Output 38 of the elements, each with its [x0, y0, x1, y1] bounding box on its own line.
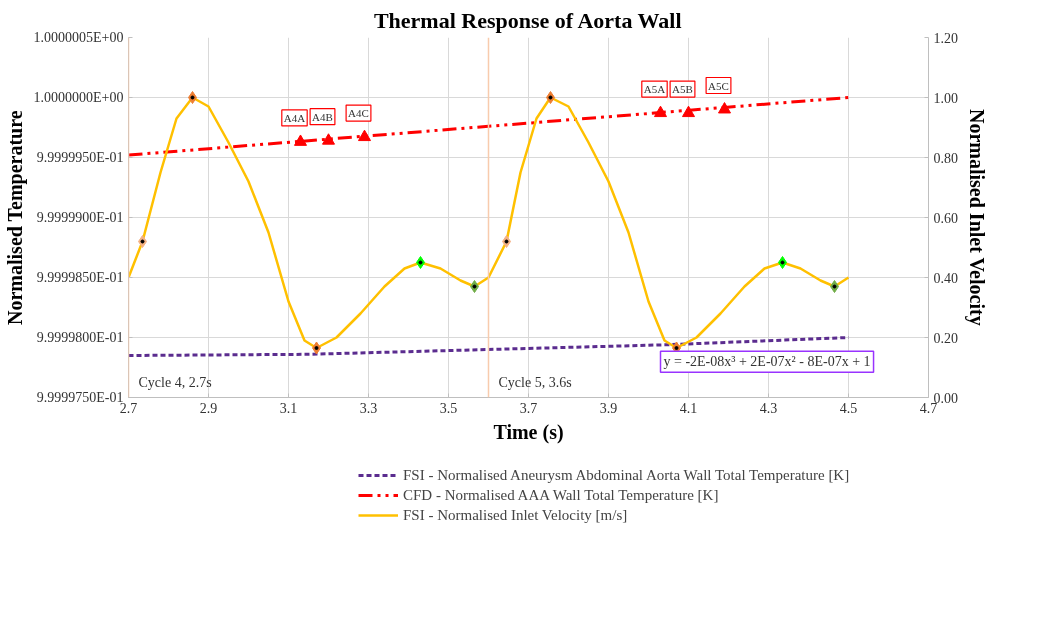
y-axis-title: Normalised Temperature: [3, 110, 27, 325]
annotation: y = -2E-08x³ + 2E-07x² - 8E-07x + 1: [663, 354, 871, 370]
ref-line-label: Cycle 4, 2.7s: [138, 374, 212, 390]
x-tick-label: 4.5: [839, 400, 858, 416]
y2-tick-label: 1.00: [933, 90, 958, 106]
y-tick-label: 9.9999900E-01: [36, 210, 124, 225]
y2-tick-label: 0.20: [933, 330, 958, 346]
chart-title: Thermal Response of Aorta Wall: [373, 7, 682, 33]
y-tick-label: 9.9999800E-01: [36, 330, 124, 345]
y2-tick-label: 1.20: [933, 30, 958, 46]
y2-axis-title: Normalised Inlet Velocity: [965, 108, 988, 326]
x-tick-label: 3.5: [439, 400, 458, 416]
legend-label: FSI - Normalised Inlet Velocity [m/s]: [403, 506, 628, 524]
y-tick-label: 9.9999850E-01: [36, 270, 124, 285]
x-tick-label: 3.1: [279, 400, 298, 416]
legend-label: CFD - Normalised AAA Wall Total Temperature [K]: [403, 486, 719, 504]
y2-tick-label: 0.60: [933, 210, 958, 226]
y-tick-label: 9.9999750E-01: [36, 390, 124, 405]
y-tick-label: 1.0000000E+00: [33, 90, 124, 105]
x-axis-title: Time (s): [493, 420, 564, 444]
annotation: A4A: [283, 111, 306, 124]
annotation: A5A: [643, 83, 666, 96]
ref-line-label: Cycle 5, 3.6s: [498, 374, 572, 390]
legend-label: FSI - Normalised Aneurysm Abdominal Aorta Wall Total Temperature [K]: [403, 466, 850, 484]
annotation: A5C: [708, 79, 729, 92]
annotation: A4C: [348, 107, 369, 120]
x-tick-label: 4.1: [679, 400, 698, 416]
annotation: A4B: [312, 110, 333, 123]
x-tick-label: 3.3: [359, 400, 378, 416]
y-tick-label: 9.9999950E-01: [36, 150, 124, 165]
x-tick-label: 4.3: [759, 400, 778, 416]
x-tick-label: 2.9: [199, 400, 218, 416]
x-tick-label: 3.9: [599, 400, 618, 416]
annotation: A5B: [672, 83, 693, 96]
y2-tick-label: 0.40: [933, 270, 958, 286]
x-tick-label: 3.7: [519, 400, 538, 416]
y-tick-label: 1.0000005E+00: [33, 30, 124, 45]
y2-tick-label: 0.80: [933, 150, 958, 166]
